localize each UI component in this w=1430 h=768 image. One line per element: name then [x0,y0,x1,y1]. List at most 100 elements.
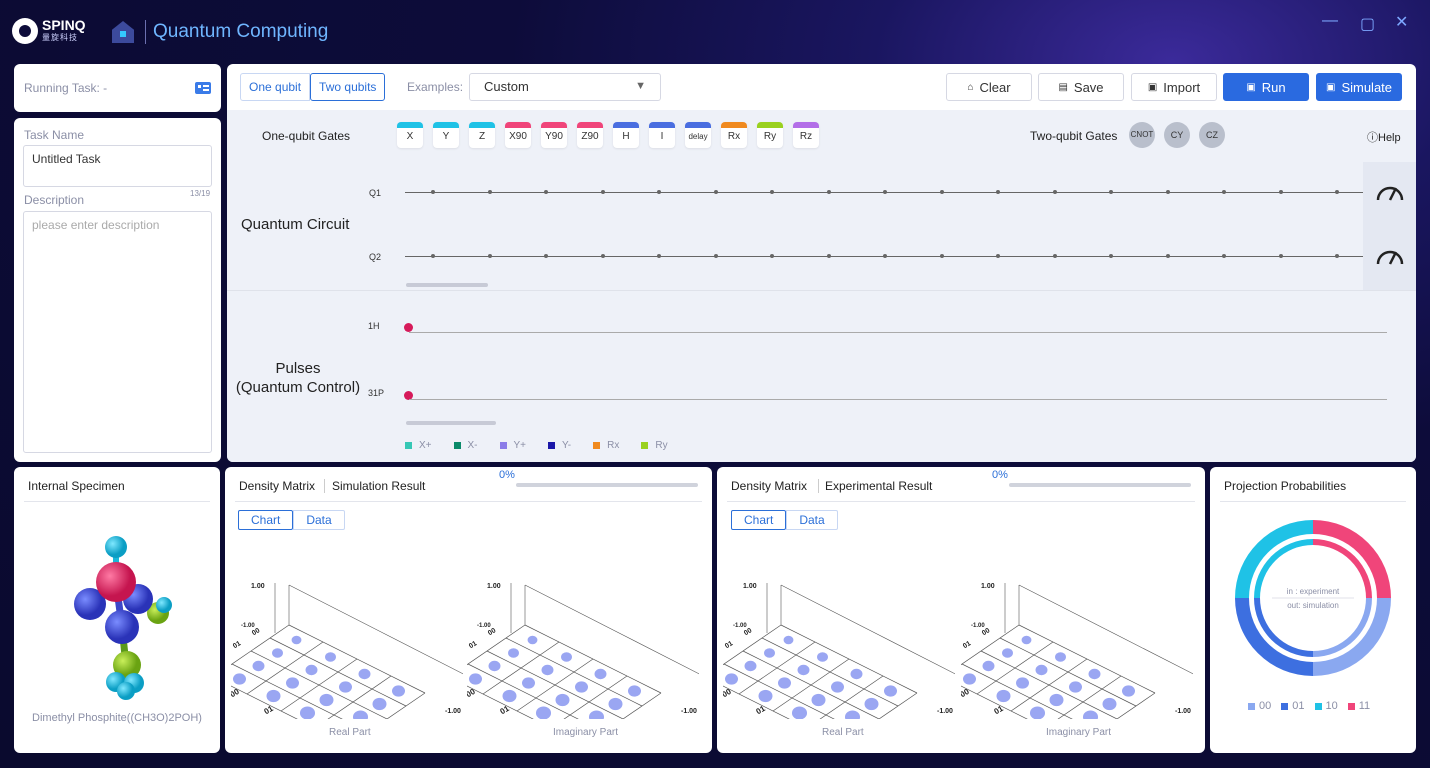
running-task-label: Running Task: - [24,81,108,95]
gate-z[interactable]: Z [469,122,495,148]
channel-label-31p: 31P [368,388,385,398]
gate-slot[interactable] [770,254,774,258]
gate-slot[interactable] [713,190,718,194]
gate-slot[interactable] [1109,254,1113,258]
basis-label-row: 00 [743,627,753,637]
density-exp-title: Density Matrix [731,479,808,493]
gate-cz[interactable]: CZ [1199,122,1225,148]
gate-x[interactable]: X [397,122,423,148]
gate-slot[interactable] [770,190,774,194]
gate-y[interactable]: Y [433,122,459,148]
basis-label-row: 00 [981,627,991,637]
tab-data[interactable]: Data [786,510,838,530]
gate-slot[interactable] [600,190,605,194]
gate-z90[interactable]: Z90 [577,122,603,148]
gate-i[interactable]: I [649,122,675,148]
simulate-label: Simulate [1341,79,1393,95]
pulse-marker-31p[interactable] [404,391,413,400]
one-qubit-gates-label: One-qubit Gates [262,129,351,143]
gate-slot[interactable] [487,254,492,258]
circuit-title: Quantum Circuit [241,216,350,233]
maximize-icon[interactable]: ▢ [1360,16,1376,33]
gate-slot[interactable] [883,254,887,258]
tab-data[interactable]: Data [293,510,345,530]
tab-two-qubits[interactable]: Two qubits [310,73,386,101]
task-list-icon[interactable] [194,80,212,96]
simulate-button[interactable]: ▣ Simulate [1316,73,1402,101]
gate-slot[interactable] [1222,254,1226,258]
matrix-element [522,677,535,689]
gate-cy[interactable]: CY [1164,122,1190,148]
home-icon[interactable] [112,21,134,43]
gate-slot[interactable] [544,190,548,194]
gate-h[interactable]: H [613,122,639,148]
tab-one-qubit[interactable]: One qubit [240,73,311,101]
pulses-title-line2: (Quantum Control) [235,379,361,396]
legend-swatch [593,442,601,449]
inner-slice-01 [1254,598,1313,657]
legend-item: 01 [1281,700,1305,712]
gate-slot[interactable] [1165,254,1170,258]
matrix-element [1035,664,1048,676]
pulse-legend: X+ X- Y+ Y- Rx Ry [405,440,668,451]
app-title: Quantum Computing [153,21,329,42]
pulses-scrollbar[interactable] [406,421,496,425]
gate-rx[interactable]: Rx [721,122,747,148]
gate-slot[interactable] [1278,190,1283,194]
measure-gauge-icon-q2[interactable] [1374,240,1406,272]
gate-slot[interactable] [657,190,661,194]
specimen-caption: Dimethyl Phosphite((CH3O)2POH) [32,712,202,724]
molecule-model[interactable] [64,527,184,707]
task-name-field[interactable]: Untitled Task [23,145,212,187]
legend-item: 11 [1347,700,1370,712]
pulse-marker-1h[interactable] [404,323,413,332]
tab-chart[interactable]: Chart [238,510,294,530]
matrix-element [325,652,336,662]
gate-slot[interactable] [1109,190,1113,194]
gate-slot[interactable] [713,254,718,258]
gate-slot[interactable] [600,254,605,258]
help-link[interactable]: ⓘHelp [1367,129,1401,145]
gate-slot[interactable] [1222,190,1226,194]
gate-slot[interactable] [1052,254,1057,258]
gate-slot[interactable] [996,190,1000,194]
gate-slot[interactable] [657,254,661,258]
gate-ry[interactable]: Ry [757,122,783,148]
gate-rz[interactable]: Rz [793,122,819,148]
tab-chart[interactable]: Chart [731,510,787,530]
gate-cnot[interactable]: CNOT [1129,122,1155,148]
gate-slot[interactable] [1052,190,1057,194]
examples-select[interactable]: Custom ▼ [469,73,661,101]
run-button[interactable]: ▣ Run [1223,73,1309,101]
gate-slot[interactable] [431,254,435,258]
gate-x90[interactable]: X90 [505,122,531,148]
gate-slot[interactable] [939,190,944,194]
gate-slot[interactable] [1278,254,1283,258]
gate-slot[interactable] [544,254,548,258]
legend-swatch [641,442,649,449]
gate-y90[interactable]: Y90 [541,122,567,148]
gate-slot[interactable] [826,190,831,194]
gate-slot[interactable] [996,254,1000,258]
gate-slot[interactable] [1335,190,1339,194]
gate-slot[interactable] [431,190,435,194]
gate-slot[interactable] [939,254,944,258]
minimize-icon[interactable]: — [1322,12,1338,29]
gate-slot[interactable] [826,254,831,258]
projection-donut-chart[interactable] [1232,517,1394,679]
close-icon[interactable]: ✕ [1395,14,1409,31]
measure-gauge-icon-q1[interactable] [1374,176,1406,208]
matrix-element [884,685,897,697]
description-field[interactable]: please enter description [23,211,212,453]
gate-slot[interactable] [1335,254,1339,258]
save-button[interactable]: ▤ Save [1038,73,1124,101]
import-button[interactable]: ▣ Import [1131,73,1217,101]
gate-slot[interactable] [487,190,492,194]
gate-delay[interactable]: delay [685,122,711,148]
gate-slot[interactable] [1165,190,1170,194]
gate-slot[interactable] [883,190,887,194]
density-exp-panel: Density Matrix Experimental Result 0% Ch… [686,467,1225,753]
clear-button[interactable]: ⌂ Clear [946,73,1032,101]
matrix-element [266,689,281,703]
circuit-scrollbar[interactable] [406,283,488,287]
